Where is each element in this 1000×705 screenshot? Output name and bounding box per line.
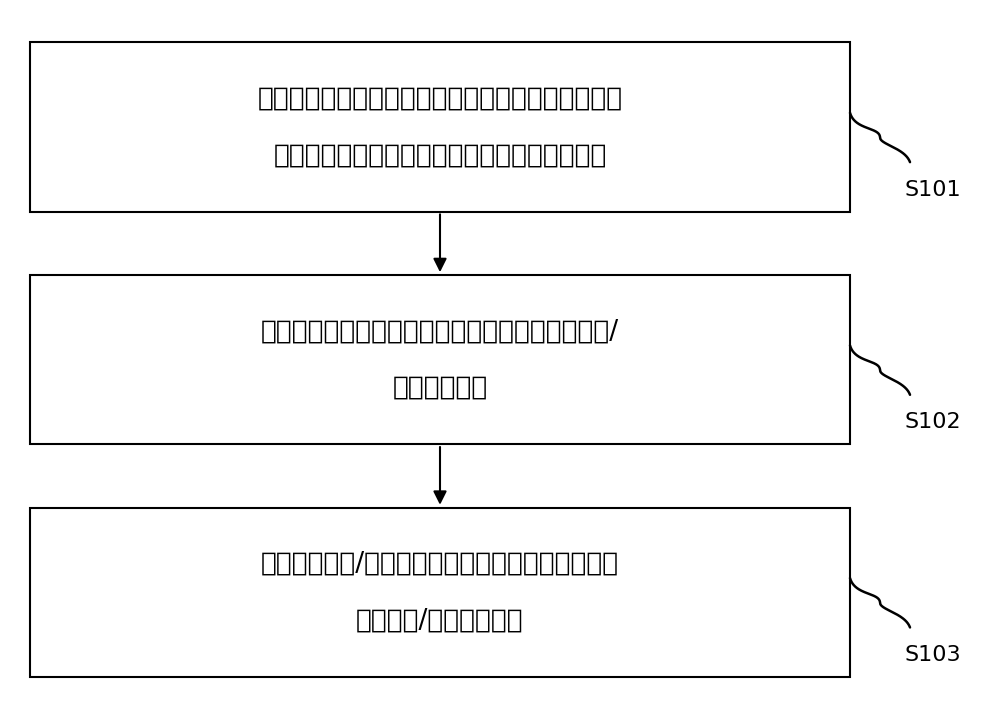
Text: 将获得的黑磷/硒化铟混合液进行离心和干燥，得到: 将获得的黑磷/硒化铟混合液进行离心和干燥，得到 — [261, 551, 619, 577]
Text: 分别加入异丙醇，以获得黑磷溶液和硒化铟溶液: 分别加入异丙醇，以获得黑磷溶液和硒化铟溶液 — [273, 142, 607, 168]
Text: 硒化铟混合液: 硒化铟混合液 — [392, 375, 488, 400]
FancyBboxPatch shape — [30, 42, 850, 212]
Text: 取黑磷晶体和硒化铟晶体分别研磨，且在研磨过程中: 取黑磷晶体和硒化铟晶体分别研磨，且在研磨过程中 — [257, 86, 623, 111]
FancyBboxPatch shape — [30, 275, 850, 444]
Text: 二维黑磷/硒化铟异质结: 二维黑磷/硒化铟异质结 — [356, 608, 524, 633]
FancyBboxPatch shape — [30, 508, 850, 677]
Text: S103: S103 — [905, 645, 962, 665]
Text: S102: S102 — [905, 412, 962, 432]
Text: S101: S101 — [905, 180, 962, 200]
Text: 将获得的硒化铟溶液与黑磷溶液混合，以获得黑磷/: 将获得的硒化铟溶液与黑磷溶液混合，以获得黑磷/ — [261, 319, 619, 344]
